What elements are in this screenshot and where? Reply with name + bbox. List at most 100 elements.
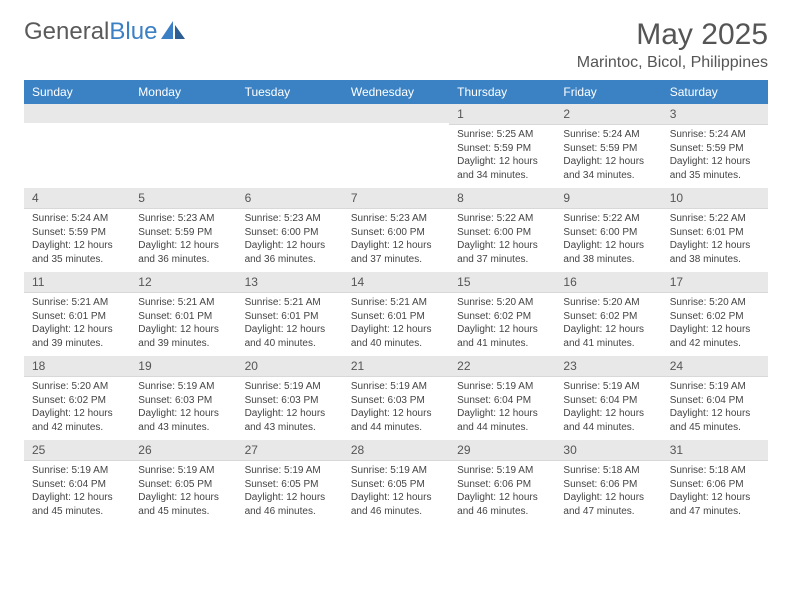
date-content: Sunrise: 5:18 AMSunset: 6:06 PMDaylight:…	[555, 461, 661, 524]
date-cell	[130, 104, 236, 188]
date-number: 13	[237, 272, 343, 293]
date-cell: 8Sunrise: 5:22 AMSunset: 6:00 PMDaylight…	[449, 188, 555, 272]
date-content: Sunrise: 5:23 AMSunset: 6:00 PMDaylight:…	[237, 209, 343, 272]
date-number: 8	[449, 188, 555, 209]
date-number: 11	[24, 272, 130, 293]
date-content: Sunrise: 5:19 AMSunset: 6:04 PMDaylight:…	[24, 461, 130, 524]
date-content: Sunrise: 5:21 AMSunset: 6:01 PMDaylight:…	[130, 293, 236, 356]
date-number: 6	[237, 188, 343, 209]
logo: GeneralBlue	[24, 18, 187, 46]
date-content: Sunrise: 5:19 AMSunset: 6:03 PMDaylight:…	[237, 377, 343, 440]
date-cell: 27Sunrise: 5:19 AMSunset: 6:05 PMDayligh…	[237, 440, 343, 524]
empty-date	[237, 104, 343, 123]
date-content: Sunrise: 5:22 AMSunset: 6:01 PMDaylight:…	[662, 209, 768, 272]
calendar-week: 4Sunrise: 5:24 AMSunset: 5:59 PMDaylight…	[24, 188, 768, 272]
date-content: Sunrise: 5:19 AMSunset: 6:05 PMDaylight:…	[237, 461, 343, 524]
date-number: 9	[555, 188, 661, 209]
date-number: 31	[662, 440, 768, 461]
date-content: Sunrise: 5:21 AMSunset: 6:01 PMDaylight:…	[24, 293, 130, 356]
date-content: Sunrise: 5:19 AMSunset: 6:05 PMDaylight:…	[130, 461, 236, 524]
date-cell: 5Sunrise: 5:23 AMSunset: 5:59 PMDaylight…	[130, 188, 236, 272]
day-header: Thursday	[449, 80, 555, 104]
date-cell: 18Sunrise: 5:20 AMSunset: 6:02 PMDayligh…	[24, 356, 130, 440]
date-cell: 29Sunrise: 5:19 AMSunset: 6:06 PMDayligh…	[449, 440, 555, 524]
date-cell: 19Sunrise: 5:19 AMSunset: 6:03 PMDayligh…	[130, 356, 236, 440]
date-cell: 17Sunrise: 5:20 AMSunset: 6:02 PMDayligh…	[662, 272, 768, 356]
date-number: 25	[24, 440, 130, 461]
date-content: Sunrise: 5:19 AMSunset: 6:06 PMDaylight:…	[449, 461, 555, 524]
date-cell: 23Sunrise: 5:19 AMSunset: 6:04 PMDayligh…	[555, 356, 661, 440]
date-cell: 21Sunrise: 5:19 AMSunset: 6:03 PMDayligh…	[343, 356, 449, 440]
date-cell: 9Sunrise: 5:22 AMSunset: 6:00 PMDaylight…	[555, 188, 661, 272]
date-cell	[237, 104, 343, 188]
date-cell: 28Sunrise: 5:19 AMSunset: 6:05 PMDayligh…	[343, 440, 449, 524]
date-content: Sunrise: 5:25 AMSunset: 5:59 PMDaylight:…	[449, 125, 555, 188]
date-cell: 6Sunrise: 5:23 AMSunset: 6:00 PMDaylight…	[237, 188, 343, 272]
date-content: Sunrise: 5:24 AMSunset: 5:59 PMDaylight:…	[662, 125, 768, 188]
calendar-week: 11Sunrise: 5:21 AMSunset: 6:01 PMDayligh…	[24, 272, 768, 356]
calendar-week: 18Sunrise: 5:20 AMSunset: 6:02 PMDayligh…	[24, 356, 768, 440]
date-number: 4	[24, 188, 130, 209]
date-number: 14	[343, 272, 449, 293]
day-header: Tuesday	[237, 80, 343, 104]
date-content: Sunrise: 5:19 AMSunset: 6:04 PMDaylight:…	[662, 377, 768, 440]
date-number: 23	[555, 356, 661, 377]
day-header: Monday	[130, 80, 236, 104]
date-number: 26	[130, 440, 236, 461]
date-content: Sunrise: 5:19 AMSunset: 6:03 PMDaylight:…	[343, 377, 449, 440]
day-headers-row: Sunday Monday Tuesday Wednesday Thursday…	[24, 80, 768, 104]
date-content: Sunrise: 5:23 AMSunset: 6:00 PMDaylight:…	[343, 209, 449, 272]
date-cell: 31Sunrise: 5:18 AMSunset: 6:06 PMDayligh…	[662, 440, 768, 524]
date-cell: 16Sunrise: 5:20 AMSunset: 6:02 PMDayligh…	[555, 272, 661, 356]
date-content: Sunrise: 5:19 AMSunset: 6:05 PMDaylight:…	[343, 461, 449, 524]
date-number: 20	[237, 356, 343, 377]
date-cell: 3Sunrise: 5:24 AMSunset: 5:59 PMDaylight…	[662, 104, 768, 188]
logo-text-gray: General	[24, 18, 109, 46]
day-header: Saturday	[662, 80, 768, 104]
date-content: Sunrise: 5:21 AMSunset: 6:01 PMDaylight:…	[237, 293, 343, 356]
location: Marintoc, Bicol, Philippines	[577, 54, 768, 72]
date-number: 17	[662, 272, 768, 293]
header: GeneralBlue May 2025 Marintoc, Bicol, Ph…	[24, 18, 768, 72]
date-number: 16	[555, 272, 661, 293]
date-number: 7	[343, 188, 449, 209]
date-content: Sunrise: 5:19 AMSunset: 6:04 PMDaylight:…	[449, 377, 555, 440]
date-content: Sunrise: 5:19 AMSunset: 6:03 PMDaylight:…	[130, 377, 236, 440]
date-cell: 7Sunrise: 5:23 AMSunset: 6:00 PMDaylight…	[343, 188, 449, 272]
date-cell: 12Sunrise: 5:21 AMSunset: 6:01 PMDayligh…	[130, 272, 236, 356]
date-content: Sunrise: 5:22 AMSunset: 6:00 PMDaylight:…	[555, 209, 661, 272]
date-number: 22	[449, 356, 555, 377]
date-number: 3	[662, 104, 768, 125]
date-cell: 1Sunrise: 5:25 AMSunset: 5:59 PMDaylight…	[449, 104, 555, 188]
day-header: Wednesday	[343, 80, 449, 104]
date-content: Sunrise: 5:20 AMSunset: 6:02 PMDaylight:…	[449, 293, 555, 356]
date-cell: 15Sunrise: 5:20 AMSunset: 6:02 PMDayligh…	[449, 272, 555, 356]
date-cell	[24, 104, 130, 188]
date-content: Sunrise: 5:22 AMSunset: 6:00 PMDaylight:…	[449, 209, 555, 272]
date-cell: 4Sunrise: 5:24 AMSunset: 5:59 PMDaylight…	[24, 188, 130, 272]
date-number: 21	[343, 356, 449, 377]
date-number: 12	[130, 272, 236, 293]
date-number: 28	[343, 440, 449, 461]
empty-date	[24, 104, 130, 123]
date-cell	[343, 104, 449, 188]
date-cell: 11Sunrise: 5:21 AMSunset: 6:01 PMDayligh…	[24, 272, 130, 356]
date-content: Sunrise: 5:19 AMSunset: 6:04 PMDaylight:…	[555, 377, 661, 440]
date-cell: 25Sunrise: 5:19 AMSunset: 6:04 PMDayligh…	[24, 440, 130, 524]
date-content: Sunrise: 5:20 AMSunset: 6:02 PMDaylight:…	[24, 377, 130, 440]
date-cell: 2Sunrise: 5:24 AMSunset: 5:59 PMDaylight…	[555, 104, 661, 188]
date-content: Sunrise: 5:20 AMSunset: 6:02 PMDaylight:…	[555, 293, 661, 356]
logo-sail-icon	[161, 18, 187, 46]
day-header: Sunday	[24, 80, 130, 104]
date-cell: 24Sunrise: 5:19 AMSunset: 6:04 PMDayligh…	[662, 356, 768, 440]
date-number: 19	[130, 356, 236, 377]
date-number: 24	[662, 356, 768, 377]
date-cell: 22Sunrise: 5:19 AMSunset: 6:04 PMDayligh…	[449, 356, 555, 440]
date-number: 27	[237, 440, 343, 461]
date-cell: 14Sunrise: 5:21 AMSunset: 6:01 PMDayligh…	[343, 272, 449, 356]
date-number: 10	[662, 188, 768, 209]
date-cell: 30Sunrise: 5:18 AMSunset: 6:06 PMDayligh…	[555, 440, 661, 524]
calendar-week: 25Sunrise: 5:19 AMSunset: 6:04 PMDayligh…	[24, 440, 768, 524]
date-number: 5	[130, 188, 236, 209]
date-number: 18	[24, 356, 130, 377]
